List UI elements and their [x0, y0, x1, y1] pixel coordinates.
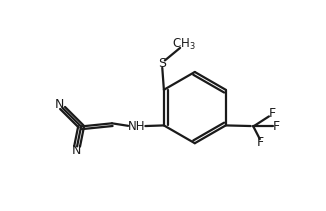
Text: N: N	[71, 144, 81, 157]
Text: F: F	[269, 107, 276, 120]
Text: N: N	[54, 98, 64, 111]
Text: F: F	[256, 136, 263, 149]
Text: F: F	[273, 120, 280, 133]
Text: NH: NH	[127, 120, 145, 133]
Text: CH$_3$: CH$_3$	[171, 37, 195, 52]
Text: S: S	[158, 57, 166, 70]
